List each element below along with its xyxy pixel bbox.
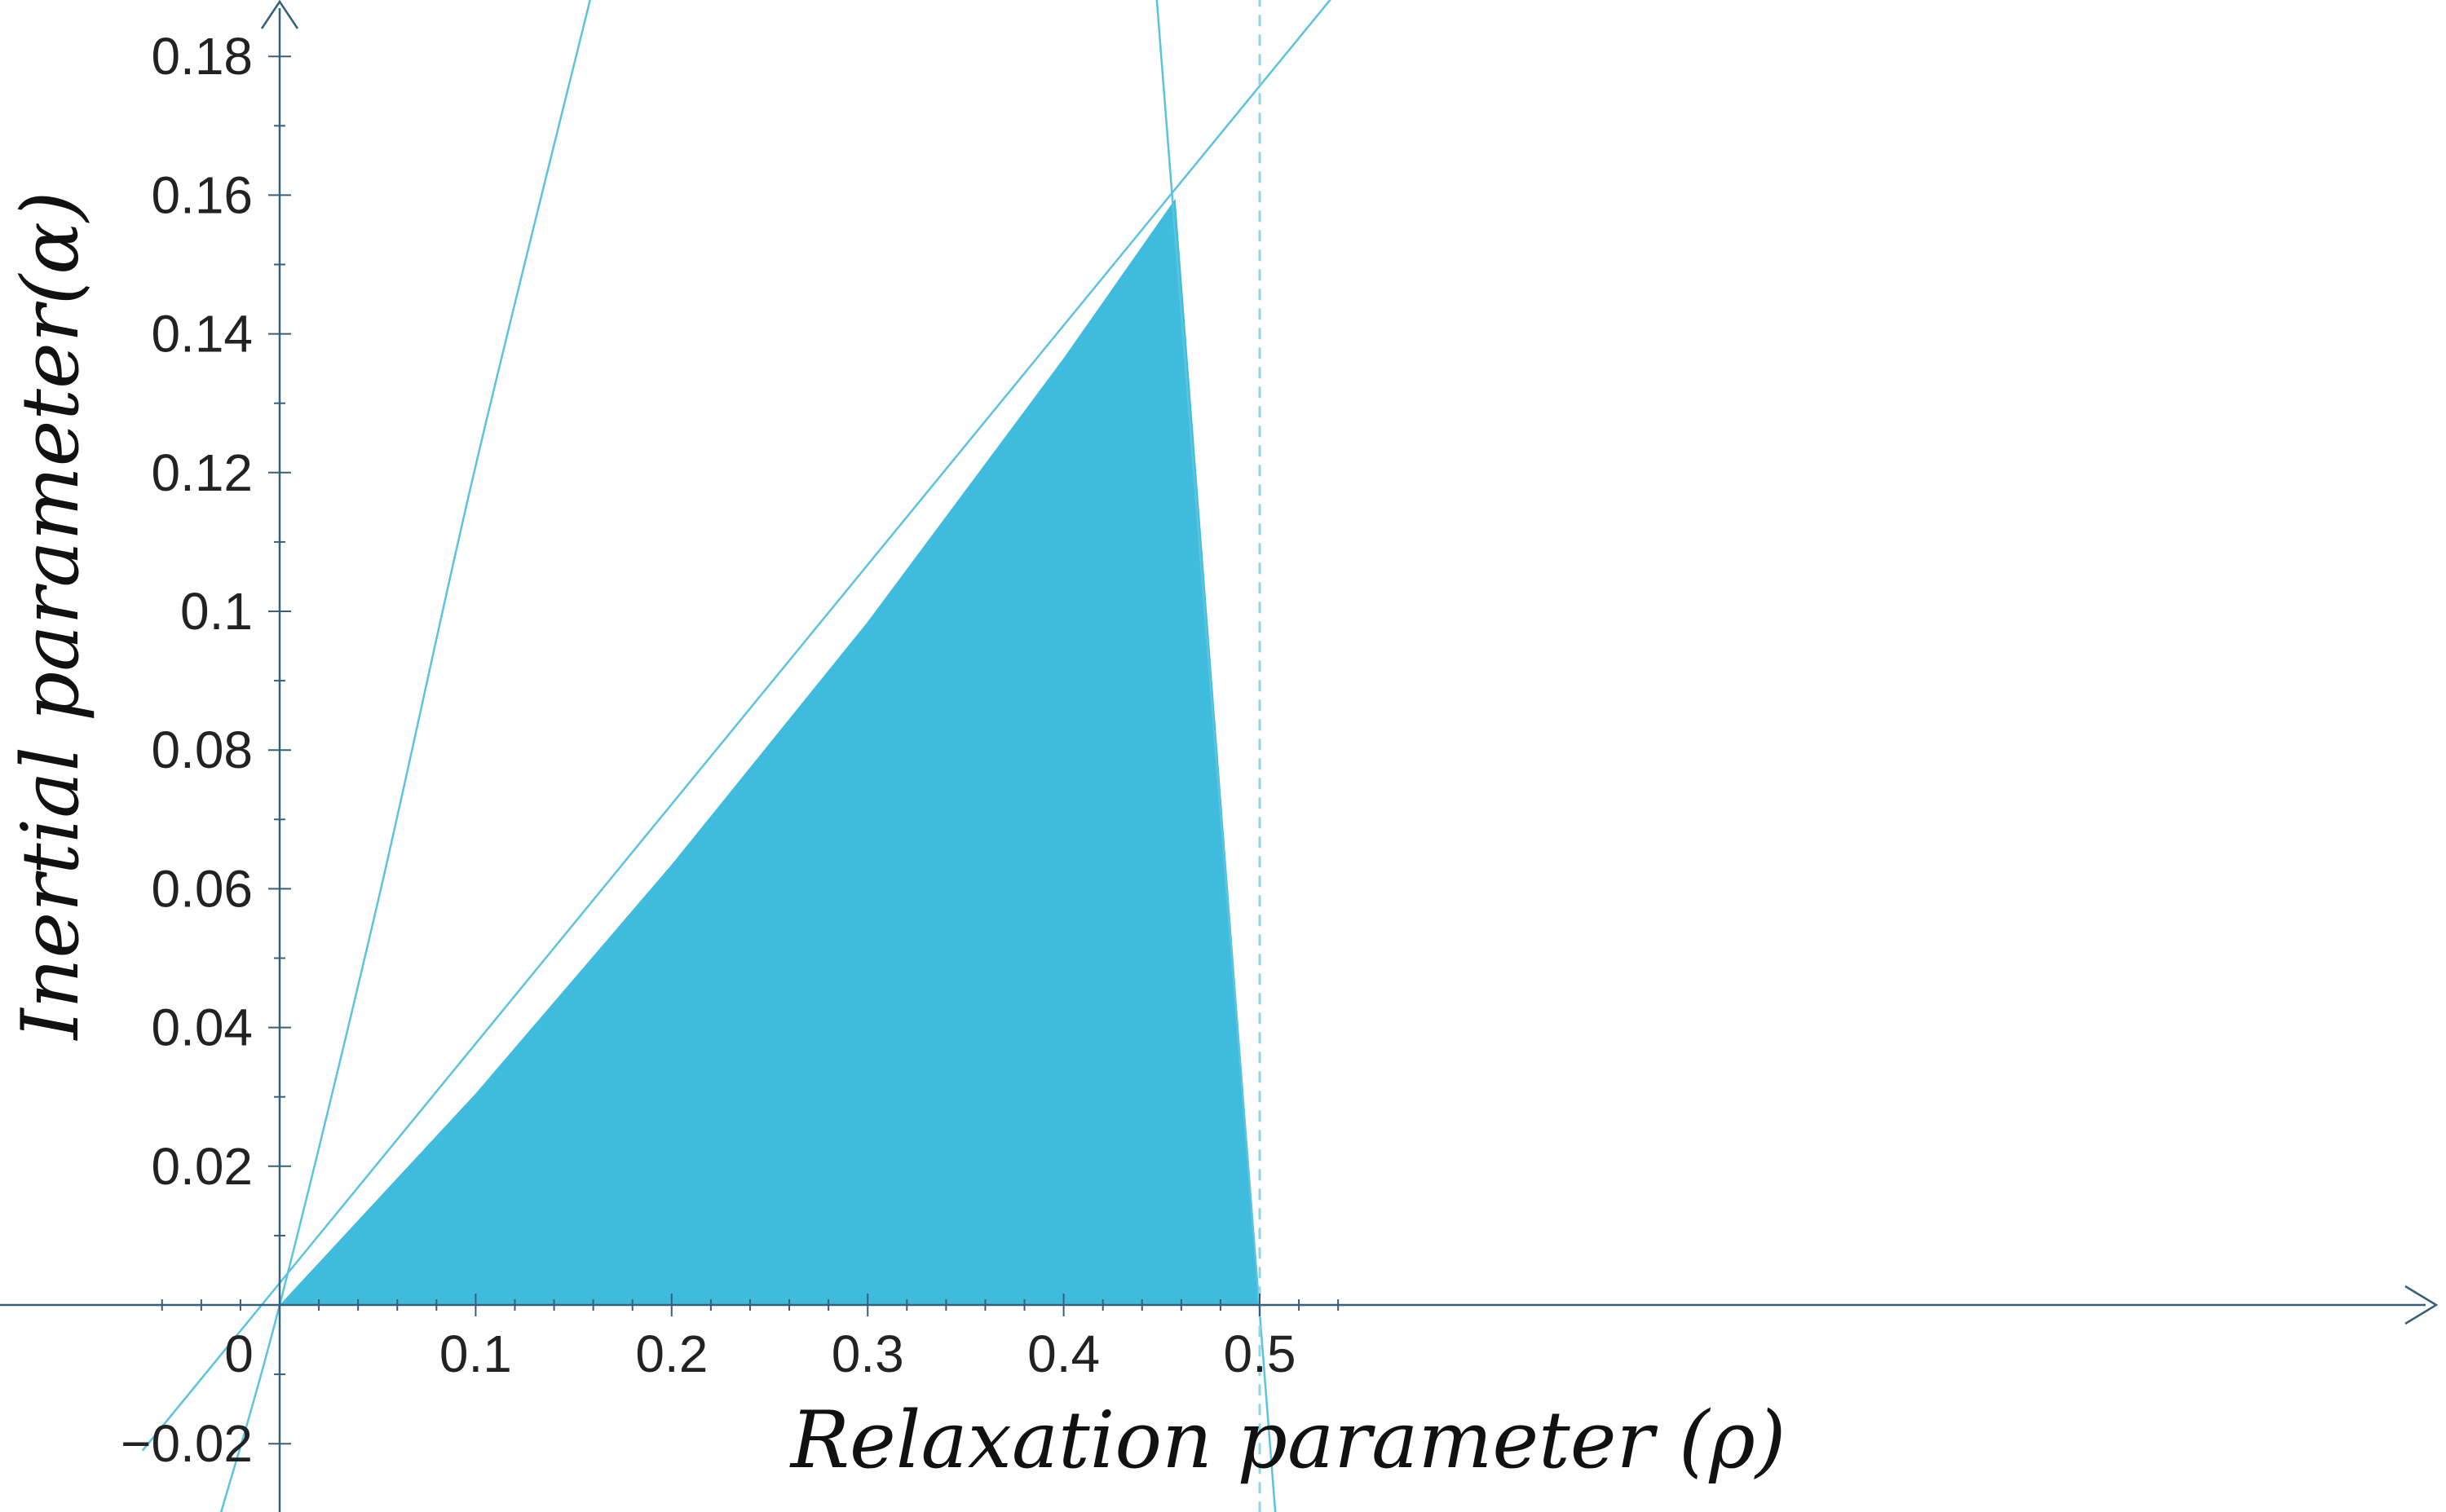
y-tick-label: 0.08	[151, 721, 253, 779]
x-axis-title: Relaxation parameter (ρ)	[789, 1395, 1786, 1486]
y-tick-label: 0.16	[151, 165, 253, 224]
x-tick-label: 0.1	[439, 1325, 512, 1383]
x-tick-label: 0	[224, 1325, 254, 1383]
x-tick-label: 0.4	[1027, 1325, 1100, 1383]
y-tick-label: 0.18	[151, 27, 253, 86]
x-tick-label: 0.3	[832, 1325, 904, 1383]
y-axis-arrow-icon	[260, 0, 299, 29]
y-tick-label: 0.12	[151, 443, 253, 502]
feasible-region	[280, 198, 1260, 1305]
y-tick-label: 0.06	[151, 859, 253, 918]
y-tick-label: 0.14	[151, 305, 253, 364]
y-tick-label: 0.1	[180, 582, 253, 641]
y-tick-label: 0.04	[151, 998, 253, 1057]
y-tick-label: −0.02	[121, 1414, 253, 1473]
x-tick-label: 0.5	[1224, 1325, 1296, 1383]
x-axis-arrow-icon	[2404, 1285, 2439, 1325]
curve-parabola	[219, 0, 592, 1512]
y-axis-title: Inertial parameter(α)	[5, 192, 96, 1042]
curve-line-2	[1155, 0, 1277, 1512]
curve-line-1	[141, 0, 1331, 1452]
y-tick-label: 0.02	[151, 1137, 253, 1196]
x-tick-label: 0.2	[635, 1325, 708, 1383]
